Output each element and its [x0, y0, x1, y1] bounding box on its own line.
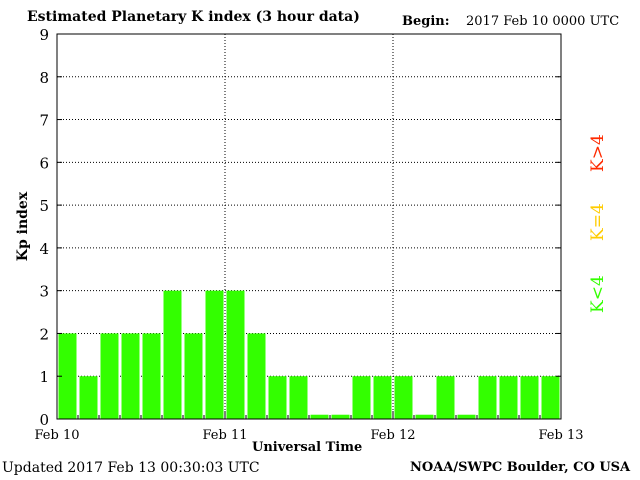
kp-bar — [541, 376, 560, 419]
y-tick-label: 7 — [39, 112, 49, 130]
kp-bar — [520, 376, 539, 419]
updated-timestamp: Updated 2017 Feb 13 00:30:03 UTC — [2, 460, 260, 476]
chart-title: Estimated Planetary K index (3 hour data… — [27, 9, 360, 25]
legend-k-above-4: K>4 — [588, 134, 608, 172]
kp-bar — [352, 376, 371, 419]
kp-bar — [289, 376, 308, 419]
x-tick-label: Feb 11 — [203, 428, 248, 443]
y-tick-label: 2 — [39, 325, 49, 343]
kp-bar — [58, 333, 77, 419]
x-axis-title: Universal Time — [252, 440, 363, 455]
y-tick-label: 4 — [39, 240, 49, 258]
begin-label: Begin: — [402, 14, 450, 29]
kp-bar — [226, 290, 245, 419]
kp-bar — [184, 333, 203, 419]
source-credit: NOAA/SWPC Boulder, CO USA — [410, 460, 631, 475]
kp-bar — [478, 376, 497, 419]
kp-bar — [100, 333, 119, 419]
kp-bar — [436, 376, 455, 419]
kp-bar — [310, 414, 329, 419]
kp-bar — [163, 290, 182, 419]
y-tick-label: 0 — [39, 411, 49, 429]
kp-bar — [373, 376, 392, 419]
y-tick-label: 9 — [39, 26, 49, 44]
kp-bar — [121, 333, 140, 419]
y-axis-title: Kp index — [15, 191, 31, 261]
kp-bar — [457, 414, 476, 419]
kp-bar — [331, 414, 350, 419]
x-tick-label: Feb 13 — [539, 428, 584, 443]
kp-bar — [205, 290, 224, 419]
kp-bar — [247, 333, 266, 419]
kp-bar — [79, 376, 98, 419]
legend-k-below-4: K<4 — [588, 275, 608, 313]
legend-k-equal-4: K=4 — [588, 203, 608, 241]
y-tick-label: 8 — [39, 69, 49, 87]
begin-value: 2017 Feb 10 0000 UTC — [466, 14, 620, 29]
y-tick-label: 1 — [39, 368, 49, 386]
kp-bar — [499, 376, 518, 419]
kp-bar — [142, 333, 161, 419]
kp-bar — [268, 376, 287, 419]
x-tick-label: Feb 12 — [371, 428, 416, 443]
y-tick-label: 6 — [39, 154, 49, 172]
kp-bar — [415, 414, 434, 419]
y-tick-label: 5 — [39, 197, 49, 215]
y-tick-label: 3 — [39, 283, 49, 301]
x-tick-label: Feb 10 — [35, 428, 80, 443]
kp-bar — [394, 376, 413, 419]
